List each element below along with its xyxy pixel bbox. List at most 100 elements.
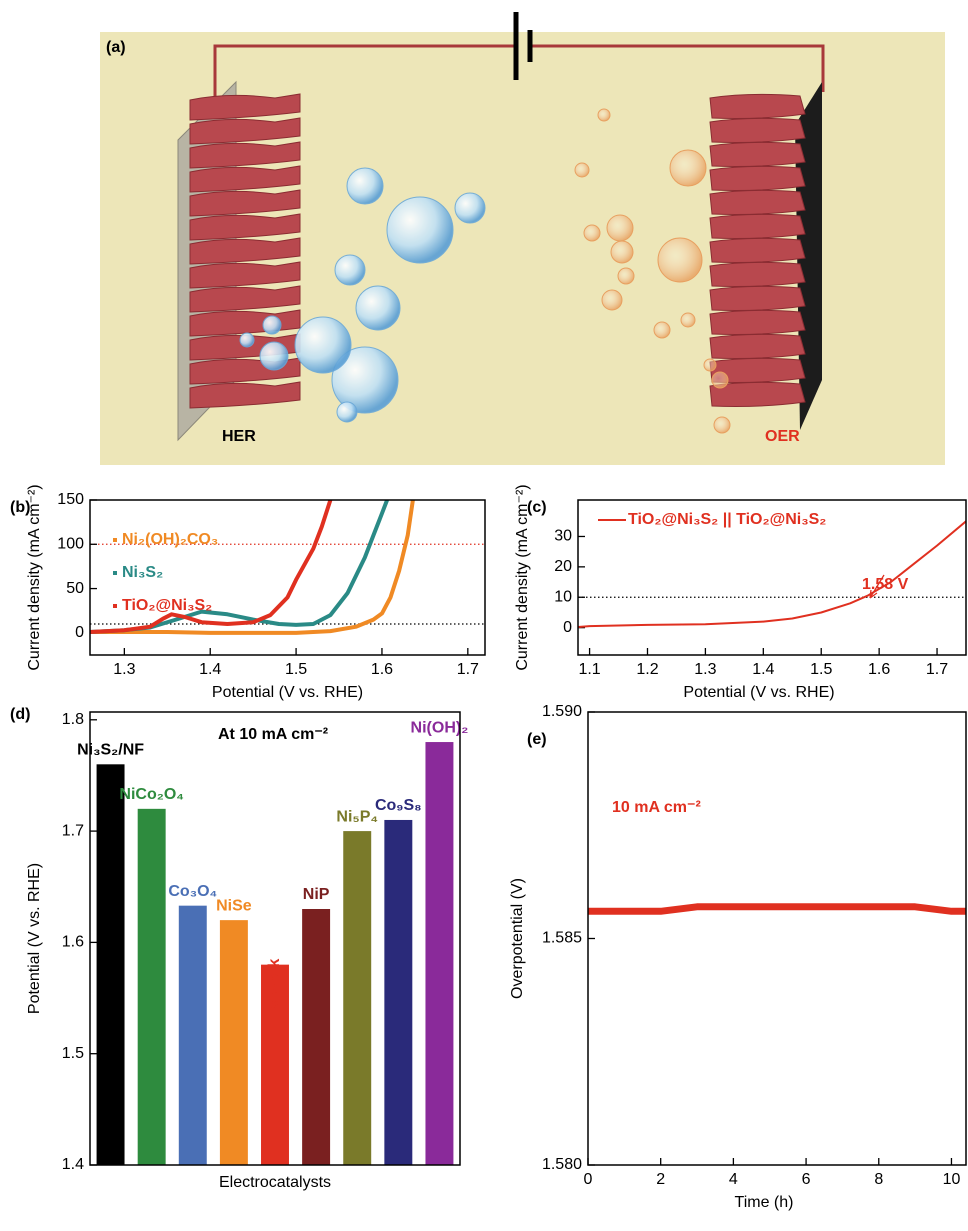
x-tick-label: 1.4: [752, 661, 774, 678]
x-axis-title: Potential (V vs. RHE): [212, 684, 363, 701]
her-label: HER: [222, 428, 256, 445]
sheet: [710, 118, 805, 142]
x-tick-label: 10: [943, 1171, 961, 1188]
h2-bubble: [260, 342, 288, 370]
y-tick-label: 0: [75, 624, 84, 641]
legend-marker: [113, 538, 117, 542]
o2-bubble: [681, 313, 695, 327]
page: {"illustration": {"panel_label": "(a)", …: [0, 0, 968, 1231]
x-tick-label: 0: [584, 1171, 593, 1188]
bar-label: Ni₅P₄: [336, 808, 378, 825]
sheet: [710, 190, 805, 214]
bar: [179, 906, 207, 1165]
h2-bubble: [263, 316, 281, 334]
panel-label: (e): [527, 731, 547, 748]
y-tick-label: 1.585: [542, 930, 582, 947]
bar-label: Co₃O₄: [168, 883, 217, 900]
series-line: [588, 907, 966, 912]
x-tick-label: 1.5: [285, 661, 307, 678]
bar: [384, 820, 412, 1165]
bar-label: Ni₃S₂/NF: [77, 742, 144, 759]
sheet: [710, 310, 805, 334]
h2-bubble: [335, 255, 365, 285]
sheet: [710, 334, 805, 358]
o2-bubble: [670, 150, 706, 186]
x-tick-label: 1.3: [113, 661, 135, 678]
y-tick-label: 150: [57, 491, 84, 508]
o2-bubble: [618, 268, 634, 284]
annotation: 1.58 V: [862, 576, 909, 593]
y-axis-title: Overpotential (V): [509, 878, 526, 999]
o2-bubble: [712, 372, 728, 388]
bar: [343, 831, 371, 1165]
h2-bubble: [337, 402, 357, 422]
panel-label: (a): [106, 39, 126, 56]
o2-bubble: [611, 241, 633, 263]
sheet: [710, 262, 805, 286]
bar: [302, 909, 330, 1165]
legend-label: Ni₃S₂: [122, 564, 163, 581]
legend-marker: [113, 571, 117, 575]
sheet: [710, 214, 805, 238]
o2-bubble: [704, 359, 716, 371]
x-tick-label: 4: [729, 1171, 738, 1188]
annotation: 10 mA cm⁻²: [612, 799, 701, 816]
x-axis-title: Electrocatalysts: [219, 1174, 331, 1191]
bar-label: NiCo₂O₄: [119, 786, 184, 803]
y-axis-title: Current density (mA cm⁻²): [514, 484, 531, 670]
y-tick-label: 20: [554, 558, 572, 575]
y-tick-label: 0: [563, 619, 572, 636]
o2-bubble: [575, 163, 589, 177]
y-tick-label: 10: [554, 588, 572, 605]
bar-label: This work: [266, 959, 283, 1034]
x-tick-label: 1.6: [868, 661, 890, 678]
panel-label: (d): [10, 706, 30, 723]
o2-bubble: [598, 109, 610, 121]
o2-bubble: [602, 290, 622, 310]
bar: [425, 742, 453, 1165]
x-tick-label: 2: [656, 1171, 665, 1188]
x-tick-label: 1.7: [457, 661, 479, 678]
sheet: [710, 94, 805, 118]
y-tick-label: 1.5: [62, 1045, 84, 1062]
sheet: [710, 286, 805, 310]
x-tick-label: 8: [874, 1171, 883, 1188]
sheet: [710, 238, 805, 262]
o2-bubble: [654, 322, 670, 338]
series-line: [578, 521, 966, 627]
figure: (a) HER OER (b)0501001501.31.41.51.61.7P…: [0, 0, 968, 1231]
x-axis-title: Time (h): [735, 1194, 794, 1211]
o2-bubble: [584, 225, 600, 241]
x-tick-label: 1.7: [926, 661, 948, 678]
bar: [97, 764, 125, 1165]
panel: (e) 1.580 1.585 1.590 0 2 4 6 8 10 Time (h) Overpot…: [509, 703, 966, 1211]
bar-label: NiP: [303, 886, 330, 903]
o2-bubble: [607, 215, 633, 241]
y-tick-label: 1.590: [542, 703, 582, 720]
x-tick-label: 6: [802, 1171, 811, 1188]
o2-bubble: [658, 238, 702, 282]
oer-label: OER: [765, 428, 800, 445]
y-tick-label: 30: [554, 528, 572, 545]
y-tick-label: 1.4: [62, 1156, 84, 1173]
legend-label: Ni₂(OH)₂CO₃: [122, 531, 218, 548]
y-tick-label: 1.580: [542, 1156, 582, 1173]
bar-label: NiSe: [216, 897, 252, 914]
annotation: At 10 mA cm⁻²: [218, 726, 328, 743]
y-axis-title: Potential (V vs. RHE): [26, 863, 43, 1014]
h2-bubble: [356, 286, 400, 330]
h2-bubble: [295, 317, 351, 373]
sheet: [710, 142, 805, 166]
h2-bubble: [455, 193, 485, 223]
y-tick-label: 50: [66, 580, 84, 597]
y-tick-label: 100: [57, 536, 84, 553]
y-tick-label: 1.8: [62, 711, 84, 728]
x-tick-label: 1.6: [371, 661, 393, 678]
h2-bubble: [387, 197, 453, 263]
x-tick-label: 1.2: [636, 661, 658, 678]
plot-frame: [588, 712, 966, 1165]
x-tick-label: 1.4: [199, 661, 221, 678]
y-axis-title: Current density (mA cm⁻²): [26, 484, 43, 670]
